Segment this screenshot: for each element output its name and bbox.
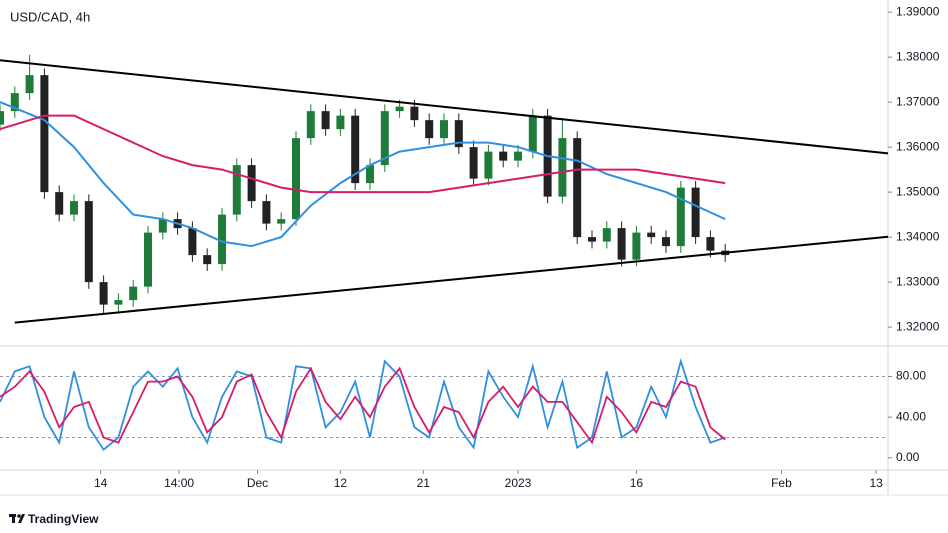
candle-body — [691, 187, 700, 238]
brand: TradingView — [28, 512, 99, 526]
candle-body — [232, 165, 241, 215]
candle-body — [484, 151, 493, 179]
x-tick-label: 13 — [869, 476, 883, 490]
moving-average — [0, 114, 726, 194]
candle-body — [454, 120, 463, 148]
y-tick-label: 1.38000 — [896, 49, 940, 63]
candle-body — [602, 228, 611, 242]
candle-body — [84, 201, 93, 283]
candle-body — [351, 115, 360, 184]
candle-body — [440, 120, 448, 139]
candle-body — [0, 111, 4, 125]
candle-body — [514, 151, 522, 161]
trendline — [0, 59, 889, 155]
candle-body — [247, 165, 256, 202]
candle-body — [380, 111, 389, 166]
y-tick-label: 40.00 — [896, 409, 926, 423]
candle-body — [70, 201, 78, 215]
y-tick-label: 80.00 — [896, 369, 926, 383]
candle-body — [499, 151, 508, 161]
chart-title: USD/CAD, 4h — [10, 9, 90, 24]
candle-body — [588, 237, 596, 242]
candle-body — [558, 138, 567, 197]
candle-body — [10, 93, 19, 112]
x-tick-label: 16 — [630, 476, 644, 490]
y-tick-label: 1.35000 — [896, 184, 940, 198]
candle-body — [203, 255, 212, 265]
candle-body — [158, 219, 167, 233]
candle-body — [129, 286, 138, 301]
candle-body — [321, 111, 330, 130]
y-tick-label: 1.34000 — [896, 229, 940, 243]
y-tick-label: 1.39000 — [896, 4, 940, 18]
y-tick-label: 1.37000 — [896, 94, 940, 108]
candle-body — [40, 75, 49, 193]
moving-average — [0, 101, 726, 248]
y-tick-label: 1.36000 — [896, 139, 940, 153]
candle-body — [262, 201, 271, 224]
candle-body — [425, 120, 434, 139]
candle-body — [144, 232, 152, 287]
trendline — [14, 235, 889, 324]
candle-body — [632, 232, 641, 260]
candle-body — [292, 138, 300, 220]
candle-body — [469, 147, 478, 179]
candle-body — [218, 214, 226, 265]
candle-body — [366, 165, 374, 184]
candle-body — [395, 106, 404, 112]
candle-body — [114, 300, 123, 305]
candle-body — [306, 111, 315, 139]
candle-body — [188, 228, 197, 256]
candle-body — [647, 232, 656, 238]
x-tick-label: 12 — [334, 476, 348, 490]
candle-body — [410, 106, 419, 121]
candle-body — [617, 228, 626, 260]
x-tick-label: 21 — [417, 476, 431, 490]
oscillator-line — [0, 358, 726, 452]
logo — [9, 514, 25, 523]
candle-body — [662, 237, 670, 247]
candle-body — [573, 138, 582, 238]
y-tick-label: 1.33000 — [896, 274, 940, 288]
candle-body — [99, 282, 108, 305]
candle-body — [336, 115, 345, 130]
y-tick-label: 1.32000 — [896, 319, 940, 333]
x-tick-label: 2023 — [505, 476, 532, 490]
candle-body — [676, 187, 685, 247]
x-tick-label: Dec — [247, 476, 268, 490]
candle-body — [25, 75, 34, 94]
x-tick-label: 14:00 — [164, 476, 194, 490]
candle-body — [55, 192, 64, 215]
y-tick-label: 0.00 — [896, 450, 920, 464]
candle-body — [277, 219, 286, 224]
candle-body — [528, 115, 537, 152]
candle-body — [706, 237, 715, 251]
oscillator-line — [0, 366, 726, 445]
x-tick-label: 14 — [94, 476, 108, 490]
x-tick-label: Feb — [771, 476, 792, 490]
